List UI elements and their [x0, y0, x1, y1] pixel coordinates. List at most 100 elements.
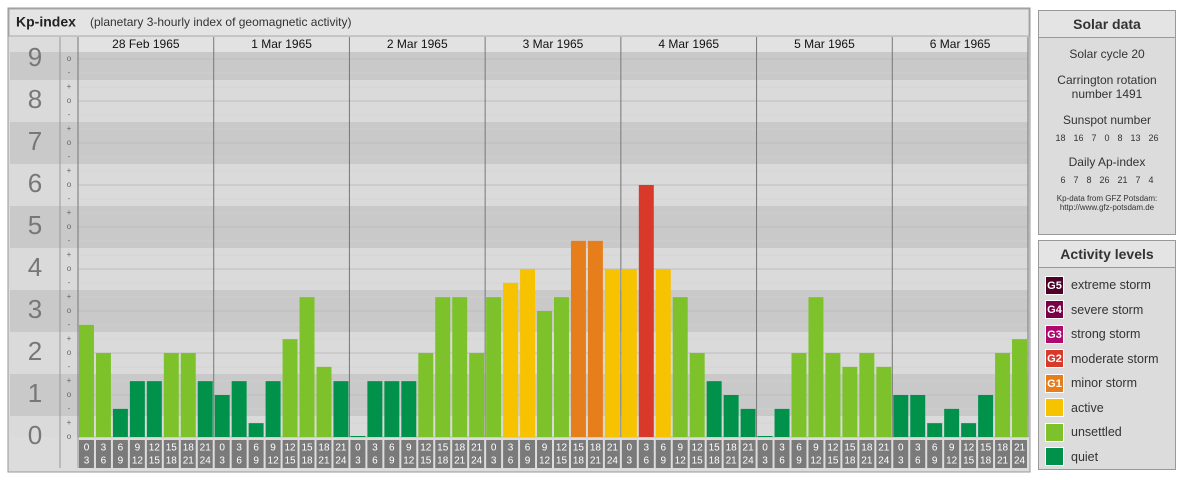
bar — [299, 297, 315, 437]
bar — [265, 381, 281, 437]
hour-label: 6 — [236, 456, 242, 467]
hour-box — [537, 440, 552, 468]
bar — [791, 353, 807, 437]
bar — [570, 240, 586, 437]
hour-label: 3 — [491, 456, 497, 467]
sunspot-number: 16 — [1073, 133, 1084, 143]
hour-label: 21 — [318, 456, 330, 467]
hour-box — [706, 440, 722, 468]
hour-label: 3 — [644, 443, 650, 454]
minor-tick-label: + — [67, 292, 72, 301]
hour-label: 21 — [607, 443, 619, 454]
sunspot-number: 0 — [1104, 133, 1110, 143]
hour-label: 12 — [132, 456, 144, 467]
hour-label: 12 — [675, 456, 687, 467]
hour-label: 15 — [709, 443, 721, 454]
sunspot-title: Sunspot number — [1062, 113, 1152, 127]
hour-label: 21 — [726, 456, 738, 467]
hour-box — [180, 440, 196, 468]
title-bar — [8, 8, 1030, 37]
levels-panel: Activity levels G5 extreme storm G4 severe … — [1038, 240, 1176, 470]
hour-label: 18 — [590, 443, 602, 454]
bar — [180, 353, 196, 437]
hour-box — [961, 440, 977, 468]
bar — [689, 353, 705, 437]
minor-tick-label: + — [67, 124, 72, 133]
hour-box — [604, 440, 620, 468]
hour-label: 6 — [508, 456, 514, 467]
hour-box — [384, 440, 400, 468]
level-label: active — [1071, 400, 1104, 415]
hour-label: 18 — [980, 456, 992, 467]
bar — [435, 297, 451, 437]
minor-tick-label: o — [67, 390, 72, 399]
hour-label: 24 — [607, 456, 619, 467]
hour-label: 15 — [149, 456, 161, 467]
solar-panel: Solar data Solar cycle 20 Carrington rot… — [1038, 10, 1176, 235]
level-item: G4 severe storm — [1039, 298, 1175, 323]
day-label: 2 Mar 1965 — [387, 37, 448, 51]
hour-label: 21 — [454, 456, 466, 467]
hour-label: 3 — [355, 456, 361, 467]
hour-label: 21 — [1014, 443, 1026, 454]
hour-label: 6 — [660, 443, 666, 454]
hour-label: 9 — [542, 443, 548, 454]
hour-label: 6 — [389, 443, 395, 454]
level-item: G1 minor storm — [1039, 371, 1175, 396]
hour-label: 24 — [878, 456, 890, 467]
hour-label: 24 — [743, 456, 755, 467]
hour-label: 6 — [253, 443, 259, 454]
hour-box — [282, 440, 298, 468]
hour-label: 12 — [268, 456, 280, 467]
minor-tick-label: + — [67, 418, 72, 427]
hour-label: 6 — [372, 456, 378, 467]
bar — [452, 297, 468, 437]
bar — [316, 366, 332, 437]
hour-box — [418, 440, 434, 468]
hour-label: 24 — [471, 456, 483, 467]
hour-label: 6 — [915, 456, 921, 467]
bar — [350, 436, 366, 437]
level-swatch: G1 — [1045, 373, 1064, 393]
hour-box — [570, 440, 586, 468]
hour-label: 15 — [284, 456, 296, 467]
minor-tick-label: - — [68, 152, 71, 161]
hour-box — [910, 440, 926, 468]
hour-label: 12 — [420, 443, 432, 454]
ap-value: 26 — [1099, 175, 1110, 185]
minor-tick-label: - — [68, 404, 71, 413]
bar — [604, 269, 620, 437]
hour-box — [723, 440, 739, 468]
hour-label: 18 — [183, 443, 195, 454]
bar — [163, 353, 179, 437]
y-tick-label: 4 — [28, 252, 42, 282]
hour-box — [146, 440, 162, 468]
hour-label: 6 — [525, 443, 531, 454]
hour-label: 9 — [406, 443, 412, 454]
hour-box — [587, 440, 603, 468]
hour-label: 3 — [898, 456, 904, 467]
bar — [842, 366, 858, 437]
level-label: severe storm — [1071, 302, 1144, 317]
sunspot-number: 7 — [1091, 133, 1097, 143]
hour-label: 9 — [677, 443, 683, 454]
hour-box — [740, 440, 756, 468]
hour-label: 21 — [861, 456, 873, 467]
hour-label: 12 — [284, 443, 296, 454]
hour-box — [350, 440, 366, 468]
day-label: 6 Mar 1965 — [930, 37, 991, 51]
minor-tick-label: + — [67, 208, 72, 217]
minor-tick-label: - — [68, 236, 71, 245]
hour-box — [452, 440, 468, 468]
bar — [723, 395, 739, 437]
hour-box — [621, 440, 637, 468]
hour-label: 3 — [762, 456, 768, 467]
hour-label: 18 — [709, 456, 721, 467]
solar-cycle: Solar cycle 20 — [1069, 47, 1145, 61]
hour-label: 9 — [796, 456, 802, 467]
y-tick-label: 7 — [28, 126, 42, 156]
minor-tick-label: + — [67, 82, 72, 91]
bar — [825, 353, 841, 437]
hour-box — [944, 440, 960, 468]
bar — [197, 381, 213, 437]
